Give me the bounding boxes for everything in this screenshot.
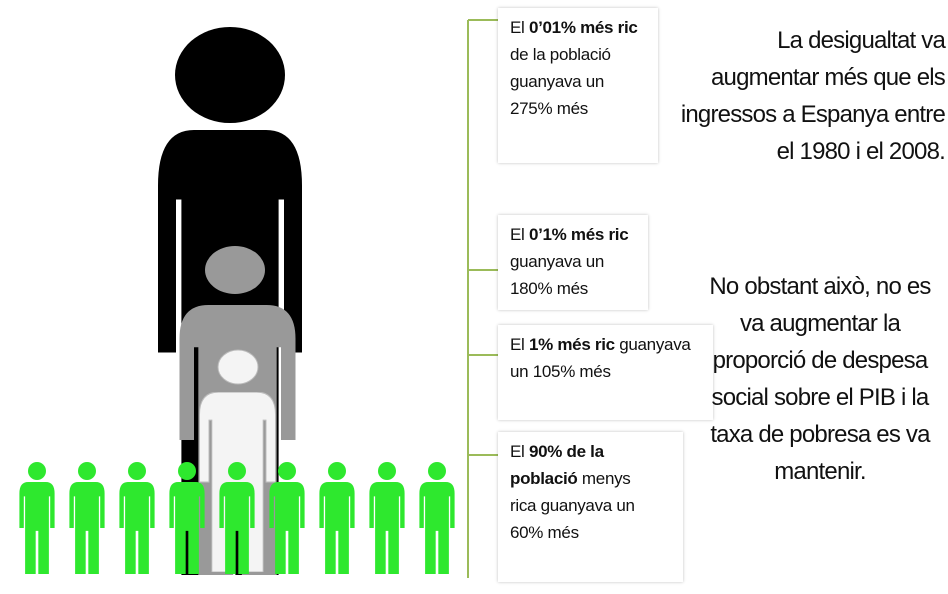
box-text: guanyava un 180% més xyxy=(510,252,604,298)
info-box: El 0’1% més ric guanyava un 180% més xyxy=(498,215,648,310)
info-box: El 0’01% més ric de la població guanyava… xyxy=(498,8,658,163)
bracket xyxy=(468,20,498,578)
info-box: El 1% més ric guanyava un 105% més xyxy=(498,325,713,420)
crowd-figure xyxy=(69,462,104,574)
crowd-figure xyxy=(119,462,154,574)
box-text: El xyxy=(510,18,529,37)
box-text: El xyxy=(510,225,529,244)
infographic: El 0’01% més ric de la població guanyava… xyxy=(0,0,948,594)
box-bold: 0’01% més ric xyxy=(529,18,638,37)
crowd-figure xyxy=(319,462,354,574)
crowd-figure xyxy=(419,462,454,574)
box-bold: 1% més ric xyxy=(529,335,615,354)
box-bold: 0’1% més ric xyxy=(529,225,628,244)
info-box: El 90% de la població menys rica guanyav… xyxy=(498,432,683,582)
note: No obstant això, no es va augmentar la p… xyxy=(700,268,940,490)
box-text: El xyxy=(510,442,529,461)
box-text: El xyxy=(510,335,529,354)
crowd-figure xyxy=(19,462,54,574)
box-text: de la població guanyava un 275% més xyxy=(510,45,611,118)
crowd-figure xyxy=(369,462,404,574)
heading: La desigualtat va augmentar més que els … xyxy=(680,22,945,170)
